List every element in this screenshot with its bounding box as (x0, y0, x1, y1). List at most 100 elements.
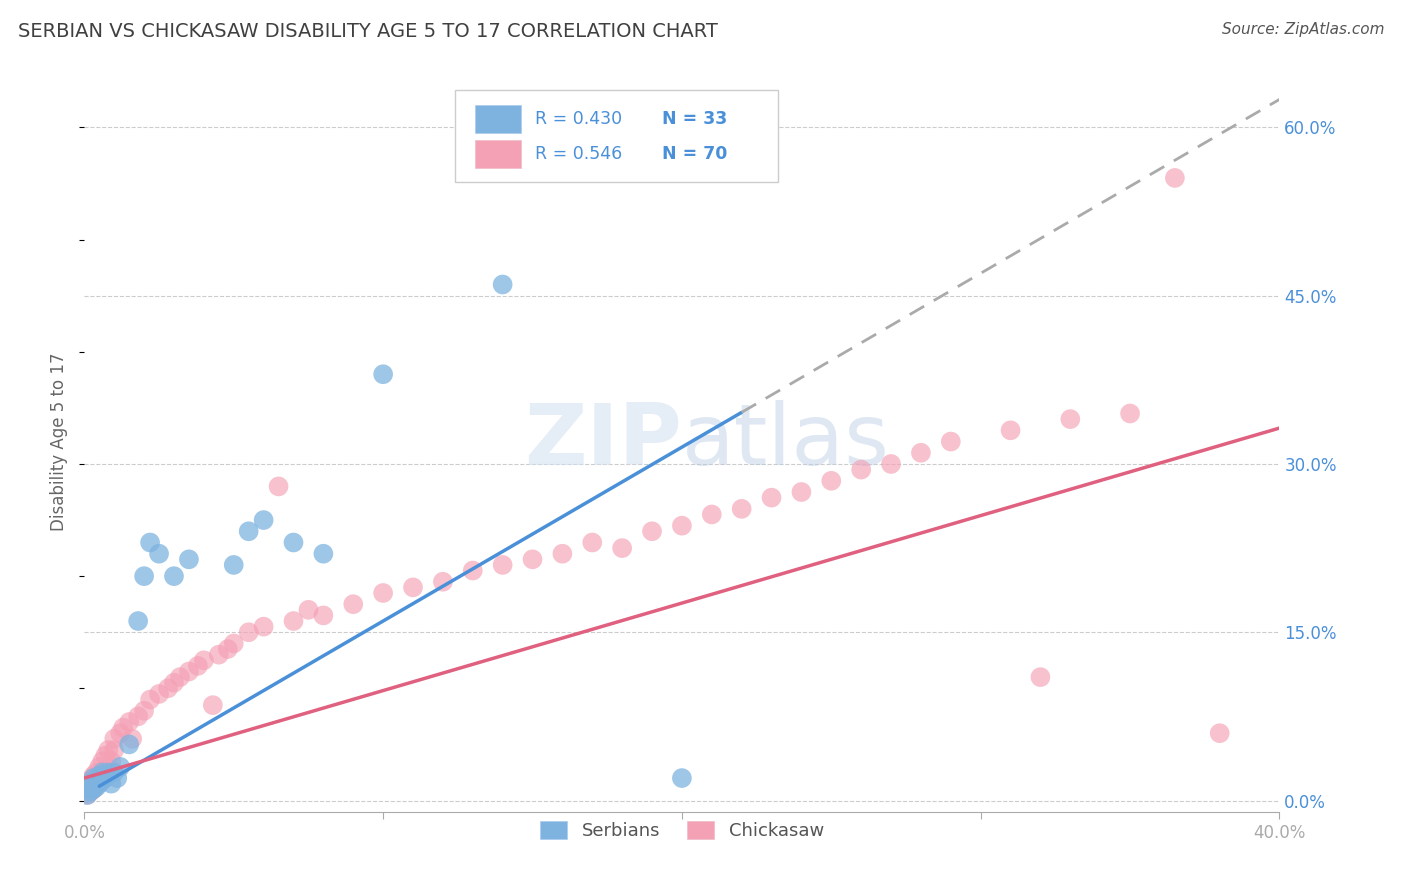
Point (121, 731, 143, 746)
Point (217, 642, 239, 657)
Text: N = 70: N = 70 (662, 145, 727, 163)
Point (86, 780, 108, 794)
Point (97, 743, 120, 757)
Point (551, 547, 574, 561)
Point (163, 675, 186, 690)
Point (193, 653, 215, 667)
Point (91, 754, 114, 768)
Point (492, 277, 515, 292)
Text: R = 0.546: R = 0.546 (534, 145, 623, 163)
Point (157, 681, 180, 696)
Text: R = 0.430: R = 0.430 (534, 110, 621, 128)
Point (939, 434, 962, 449)
Point (89, 771, 111, 785)
Text: Source: ZipAtlas.com: Source: ZipAtlas.com (1222, 22, 1385, 37)
Point (103, 765, 125, 780)
Point (432, 574, 454, 589)
Point (79, 784, 101, 798)
Point (89, 777, 111, 791)
Point (700, 508, 723, 522)
Point (581, 535, 603, 549)
Point (312, 608, 335, 623)
Point (222, 636, 245, 650)
Point (492, 558, 515, 572)
Point (761, 491, 783, 505)
Point (342, 597, 364, 611)
Point (118, 738, 141, 752)
Point (100, 777, 122, 791)
Point (177, 552, 200, 566)
Point (238, 524, 260, 539)
Point (910, 446, 932, 460)
Point (86, 765, 108, 780)
Point (105, 771, 128, 785)
Point (402, 580, 425, 594)
Point (79, 773, 101, 788)
Point (112, 721, 135, 735)
Point (671, 771, 693, 785)
Text: ZIP: ZIP (524, 400, 682, 483)
Point (148, 687, 170, 701)
Point (82, 769, 104, 783)
Point (103, 743, 125, 757)
Point (612, 541, 634, 555)
FancyBboxPatch shape (456, 90, 778, 183)
Point (132, 704, 156, 718)
Point (94, 748, 117, 763)
Point (91, 773, 114, 788)
Point (253, 619, 276, 633)
Point (82, 771, 104, 785)
Point (283, 614, 305, 628)
Text: N = 33: N = 33 (662, 110, 727, 128)
Point (177, 665, 200, 679)
Point (76, 782, 98, 797)
Point (187, 659, 209, 673)
Point (97, 760, 120, 774)
Point (110, 726, 132, 740)
Point (851, 462, 873, 476)
Point (1119, 407, 1142, 421)
Y-axis label: Disability Age 5 to 17: Disability Age 5 to 17 (51, 352, 69, 531)
Point (461, 564, 484, 578)
Point (522, 552, 544, 566)
Point (118, 714, 141, 729)
Point (641, 524, 664, 539)
Point (283, 535, 305, 549)
Point (94, 765, 117, 780)
Point (1164, 170, 1187, 185)
Point (1029, 670, 1052, 684)
Point (86, 777, 108, 791)
Point (76, 780, 98, 794)
Point (79, 777, 101, 791)
Point (373, 586, 395, 600)
Point (100, 754, 122, 768)
Point (1059, 412, 1081, 426)
Point (76, 788, 98, 802)
Point (127, 614, 149, 628)
Legend: Serbians, Chickasaw: Serbians, Chickasaw (533, 814, 831, 847)
Point (820, 474, 842, 488)
Point (163, 569, 186, 583)
Point (731, 501, 754, 516)
Point (790, 485, 813, 500)
Point (312, 547, 335, 561)
Point (880, 457, 903, 471)
Point (82, 782, 104, 797)
Point (297, 603, 319, 617)
Point (253, 513, 276, 527)
Text: SERBIAN VS CHICKASAW DISABILITY AGE 5 TO 17 CORRELATION CHART: SERBIAN VS CHICKASAW DISABILITY AGE 5 TO… (18, 22, 718, 41)
Point (671, 518, 693, 533)
Point (169, 670, 191, 684)
Point (148, 547, 170, 561)
Point (373, 368, 395, 382)
Point (127, 709, 149, 723)
Point (89, 769, 111, 783)
Point (97, 765, 120, 780)
Point (86, 773, 108, 788)
Point (238, 625, 260, 640)
Point (139, 692, 162, 706)
Point (1209, 726, 1232, 740)
Point (103, 731, 125, 746)
Point (208, 648, 231, 662)
Point (89, 760, 111, 774)
